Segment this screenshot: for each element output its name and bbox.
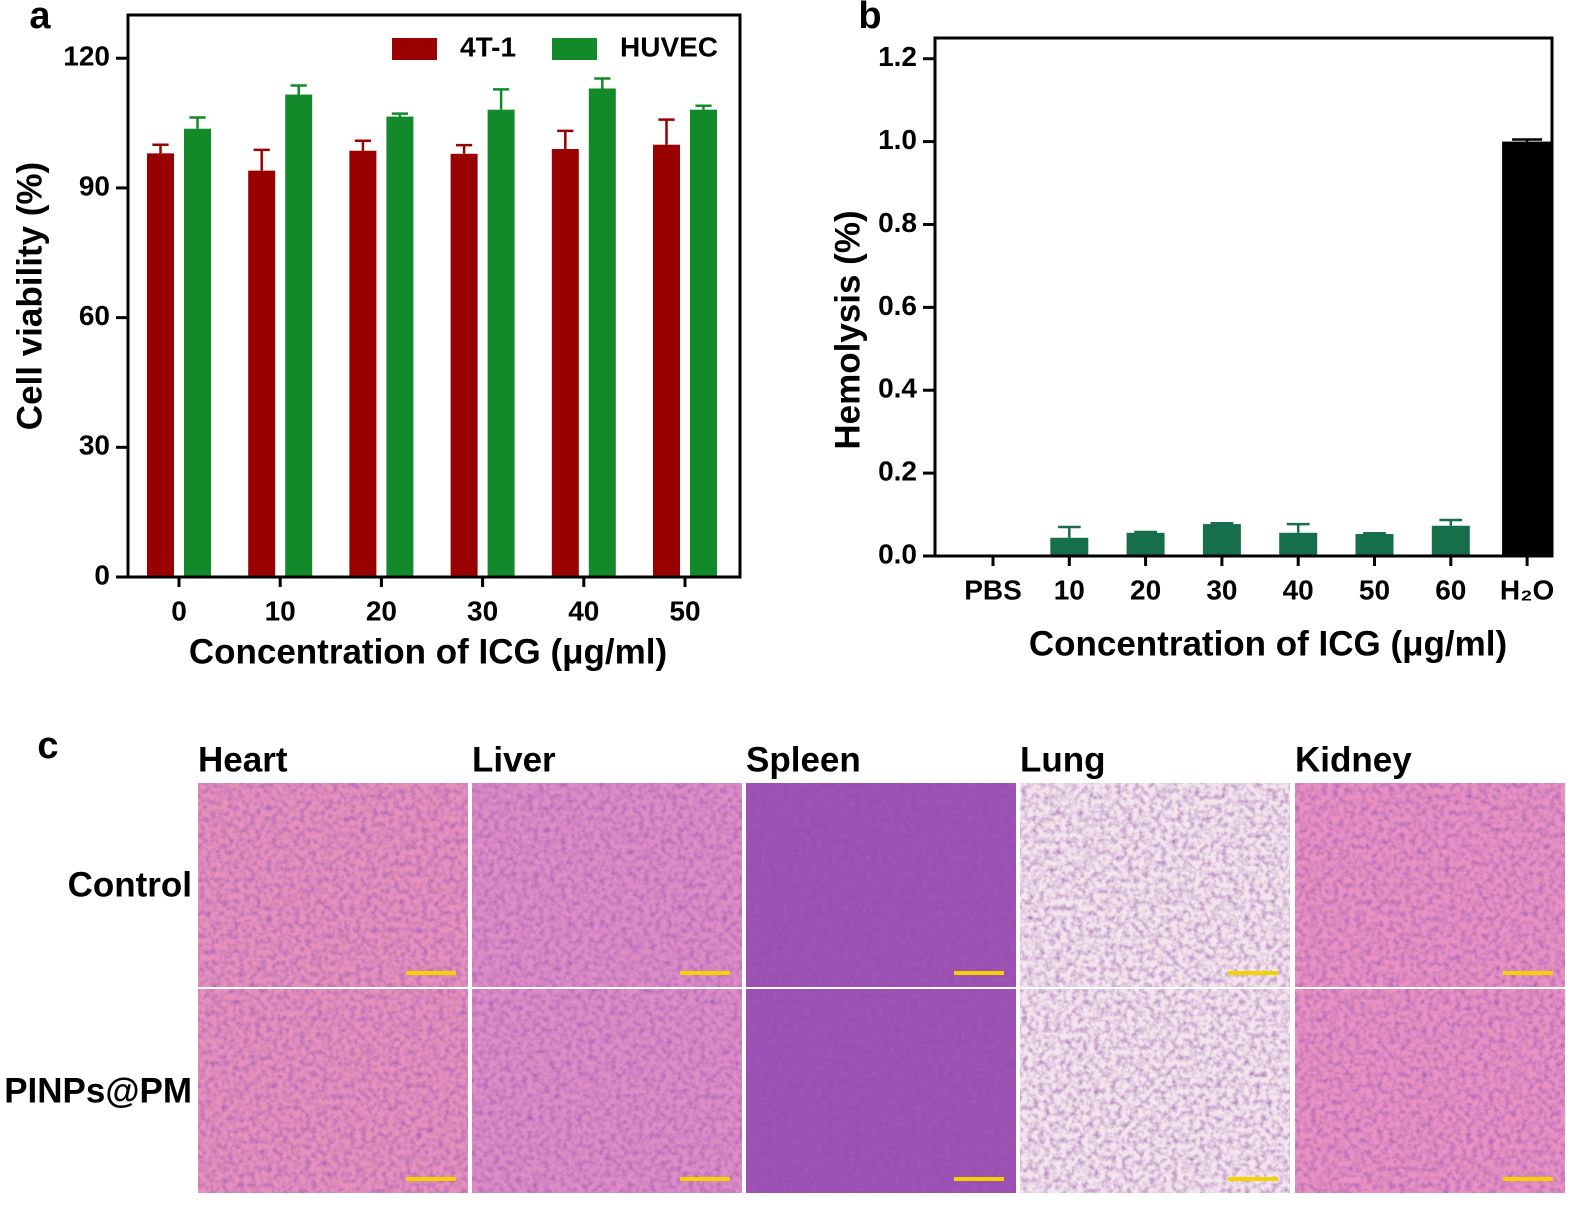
column-label: Spleen — [746, 740, 861, 779]
y-tick-label: 0.6 — [878, 290, 917, 321]
tissue-image — [746, 989, 1016, 1193]
y-axis-title: Hemolysis (%) — [828, 210, 867, 449]
tissue-image — [1295, 989, 1565, 1193]
bar — [1126, 532, 1165, 556]
bar — [487, 109, 515, 577]
legend-swatch — [392, 38, 437, 60]
panel-label: b — [858, 0, 881, 37]
y-tick-label: 0.0 — [878, 538, 917, 569]
y-axis-title: Cell viability (%) — [10, 162, 49, 430]
tissue-image — [198, 783, 468, 987]
bar — [1279, 532, 1318, 556]
x-tick-label: 50 — [669, 595, 700, 626]
bar — [184, 128, 211, 577]
bar — [551, 149, 579, 577]
y-tick-label: 0 — [94, 559, 110, 590]
x-tick-label: PBS — [964, 574, 1022, 605]
x-tick-label: H₂O — [1500, 574, 1554, 605]
bar — [349, 150, 377, 577]
y-tick-label: 30 — [79, 430, 110, 461]
panel-label: c — [37, 725, 58, 767]
y-tick-label: 60 — [79, 300, 110, 331]
legend-swatch — [552, 38, 597, 60]
y-tick-label: 90 — [79, 170, 110, 201]
x-tick-label: 60 — [1435, 574, 1466, 605]
y-tick-label: 0.4 — [878, 373, 917, 404]
bar — [588, 88, 616, 577]
bar — [690, 109, 717, 577]
x-axis-title: Concentration of ICG (μg/ml) — [189, 632, 667, 671]
tissue-image — [472, 989, 742, 1193]
column-label: Liver — [472, 740, 556, 779]
x-tick-label: 0 — [171, 595, 187, 626]
tissue-image — [1295, 783, 1565, 987]
bar — [1502, 141, 1553, 556]
x-tick-label: 40 — [1283, 574, 1314, 605]
row-label: Control — [68, 865, 192, 904]
legend-label: HUVEC — [620, 31, 718, 62]
bar — [1050, 537, 1089, 556]
bar — [1355, 534, 1394, 556]
plot-frame — [933, 36, 1554, 558]
x-tick-label: 50 — [1359, 574, 1390, 605]
tissue-image — [746, 783, 1016, 987]
bar — [1202, 524, 1241, 556]
tissue-image — [472, 783, 742, 987]
panel-label: a — [29, 0, 51, 37]
tissue-image — [1020, 783, 1290, 987]
bar — [147, 153, 174, 578]
x-tick-label: 20 — [366, 595, 397, 626]
y-tick-label: 1.0 — [878, 124, 917, 155]
y-tick-label: 0.2 — [878, 456, 917, 487]
y-tick-label: 120 — [63, 41, 110, 72]
bar — [285, 94, 313, 577]
x-tick-label: 40 — [568, 595, 599, 626]
bar — [1431, 525, 1470, 556]
bar — [386, 116, 414, 577]
row-label: PINPs@PM — [4, 1071, 192, 1110]
x-tick-label: 30 — [467, 595, 498, 626]
column-label: Heart — [198, 740, 288, 779]
bar — [248, 170, 276, 577]
plot-frame — [126, 13, 742, 579]
x-tick-label: 20 — [1130, 574, 1161, 605]
y-tick-label: 0.8 — [878, 207, 917, 238]
x-tick-label: 10 — [1054, 574, 1085, 605]
x-axis-title: Concentration of ICG (μg/ml) — [1029, 624, 1507, 663]
x-tick-label: 30 — [1206, 574, 1237, 605]
bar — [653, 144, 680, 577]
tissue-image — [1020, 989, 1290, 1193]
x-tick-label: 10 — [265, 595, 296, 626]
legend-label: 4T-1 — [460, 31, 516, 62]
bar — [450, 153, 478, 578]
y-tick-label: 1.2 — [878, 41, 917, 72]
column-label: Lung — [1020, 740, 1106, 779]
column-label: Kidney — [1295, 740, 1412, 779]
tissue-image — [198, 989, 468, 1193]
